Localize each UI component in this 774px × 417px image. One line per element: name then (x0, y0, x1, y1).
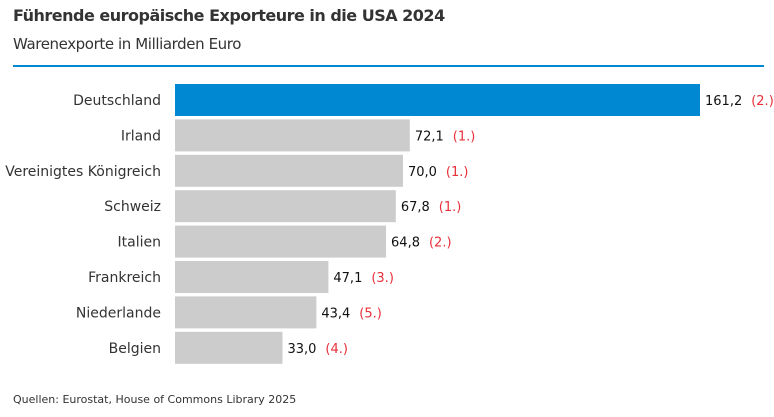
rank-label: (2.) (751, 94, 774, 109)
category-label: Italien (118, 235, 161, 251)
category-label: Niederlande (76, 305, 161, 321)
value-label: 33,0 (287, 342, 316, 357)
category-label: Belgien (109, 341, 161, 357)
value-label: 64,8 (391, 236, 420, 251)
category-label: Frankreich (88, 270, 161, 286)
value-label: 72,1 (415, 129, 444, 144)
bar (175, 296, 317, 329)
value-label: 70,0 (408, 165, 437, 180)
bar (175, 190, 396, 223)
bar (175, 154, 403, 187)
value-label: 161,2 (705, 94, 742, 109)
rank-label: (1.) (446, 165, 469, 180)
bar (175, 261, 329, 293)
chart-title: Führende europäische Exporteure in die U… (13, 6, 445, 25)
category-label: Deutschland (73, 93, 161, 109)
category-label: Irland (121, 128, 161, 144)
bar (175, 225, 387, 258)
rank-label: (1.) (453, 129, 476, 144)
value-label: 67,8 (401, 200, 430, 215)
rank-label: (3.) (371, 271, 394, 286)
rank-label: (2.) (429, 236, 452, 251)
category-label: Schweiz (104, 199, 161, 215)
bar (175, 119, 410, 152)
value-label: 47,1 (333, 271, 362, 286)
rank-label: (5.) (359, 306, 382, 321)
rank-label: (4.) (325, 342, 348, 357)
rank-label: (1.) (439, 200, 462, 215)
source-note: Quellen: Eurostat, House of Commons Libr… (13, 393, 297, 406)
bar (175, 84, 700, 116)
category-label: Vereinigtes Königreich (5, 164, 161, 180)
chart-subtitle: Warenexporte in Milliarden Euro (13, 35, 241, 53)
bar (175, 331, 283, 364)
value-label: 43,4 (321, 306, 350, 321)
header-divider (13, 65, 764, 67)
